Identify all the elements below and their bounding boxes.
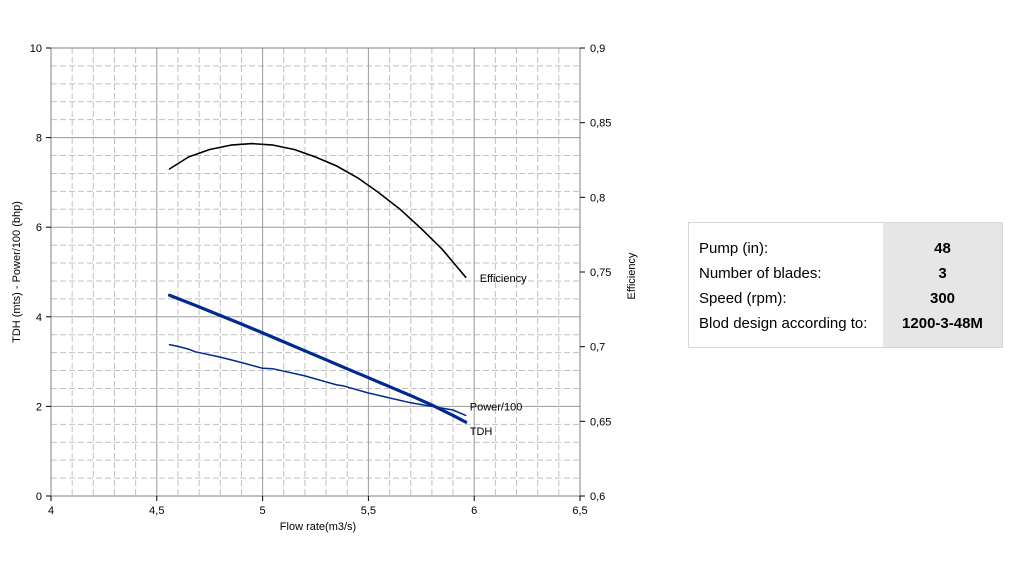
info-label: Blod design according to: [699,311,883,336]
series-label-efficiency: Efficiency [480,273,527,285]
x-axis-title: Flow rate(m3/s) [280,521,356,533]
y-left-tick-label: 8 [36,133,42,145]
series [170,144,466,423]
y-right-tick-label: 0,6 [590,491,605,503]
x-tick-label: 5 [260,505,266,517]
x-tick-label: 4,5 [149,505,164,517]
info-values-column: 48 3 300 1200-3-48M [883,223,1002,347]
y-right-tick-label: 0,9 [590,43,605,55]
series-line-efficiency [170,144,466,278]
info-label: Pump (in): [699,236,883,261]
plot-area [51,48,580,496]
y-right-tick-label: 0,7 [590,342,605,354]
info-value: 48 [883,236,1002,261]
x-tick-label: 4 [48,505,54,517]
pump-performance-chart: 4 4,5 5 5,5 6 6,5 0 2 4 6 8 10 0,6 0,65 0,7 0,75 0,8 0,85… [0,0,660,568]
grid [51,48,580,496]
info-labels-column: Pump (in): Number of blades: Speed (rpm)… [689,223,883,347]
x-tick-label: 6 [471,505,477,517]
y-right-tick-label: 0,75 [590,267,611,279]
pump-info-table: Pump (in): Number of blades: Speed (rpm)… [688,222,1003,348]
y-left-tick-label: 0 [36,491,42,503]
info-label: Number of blades: [699,261,883,286]
y-left-tick-label: 2 [36,401,42,413]
y-right-tick-label: 0,8 [590,192,605,204]
info-value: 1200-3-48M [883,311,1002,336]
series-line-tdh [170,295,466,422]
y-right-tick-label: 0,85 [590,118,611,130]
labels: 4 4,5 5 5,5 6 6,5 0 2 4 6 8 10 0,6 0,65 0,7 0,75 0,8 0,85… [30,43,612,517]
series-label-tdh: TDH [470,426,493,438]
y-left-tick-label: 10 [30,43,42,55]
y-axis-right-title: Efficiency [626,252,638,299]
x-tick-label: 5,5 [361,505,376,517]
info-value: 300 [883,286,1002,311]
y-right-tick-label: 0,65 [590,416,611,428]
info-label: Speed (rpm): [699,286,883,311]
info-value: 3 [883,261,1002,286]
x-tick-label: 6,5 [572,505,587,517]
y-axis-left-title: TDH (mts) - Power/100 (bhp) [11,201,23,343]
y-left-tick-label: 6 [36,222,42,234]
series-label-power-100: Power/100 [470,401,523,413]
y-left-tick-label: 4 [36,312,42,324]
